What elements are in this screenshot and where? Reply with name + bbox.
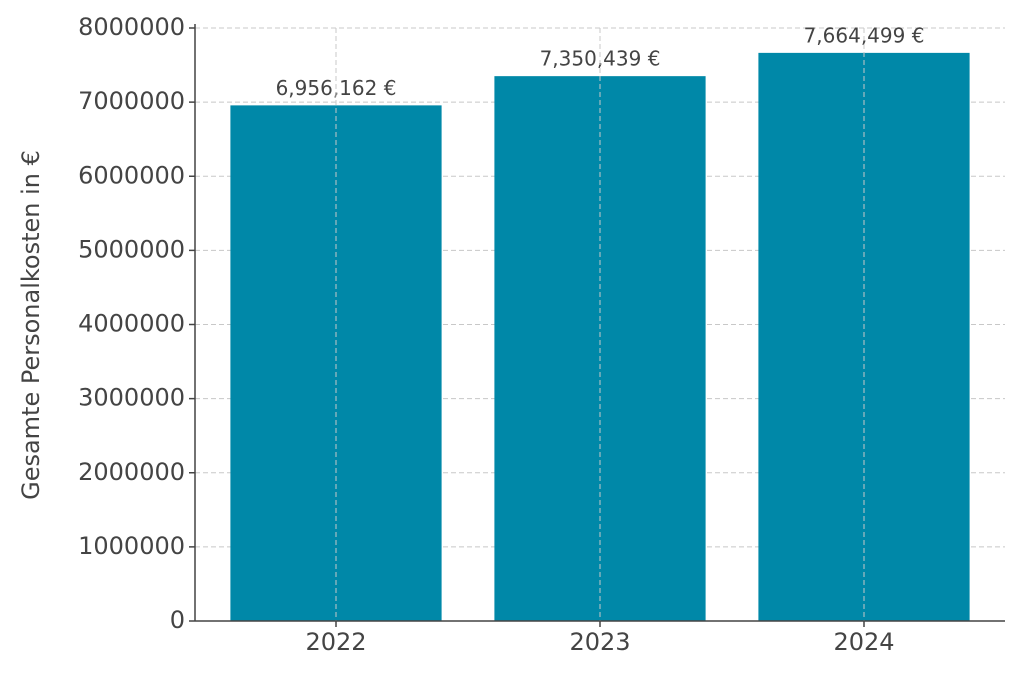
y-tick-label: 6000000 bbox=[78, 161, 185, 189]
y-tick-label: 5000000 bbox=[78, 235, 185, 263]
y-tick-label: 7000000 bbox=[78, 87, 185, 115]
y-tick-label: 0 bbox=[170, 606, 185, 634]
y-tick-label: 2000000 bbox=[78, 458, 185, 486]
y-axis-label: Gesamte Personalkosten in € bbox=[17, 150, 45, 500]
value-label: 7,350,439 € bbox=[540, 47, 661, 71]
y-tick-label: 3000000 bbox=[78, 384, 185, 412]
x-tick-label: 2022 bbox=[305, 628, 366, 656]
y-tick-label: 4000000 bbox=[78, 310, 185, 338]
y-tick-label: 8000000 bbox=[78, 13, 185, 41]
y-tick-label: 1000000 bbox=[78, 532, 185, 560]
x-tick-label: 2024 bbox=[833, 628, 894, 656]
value-label: 7,664,499 € bbox=[804, 23, 925, 47]
x-tick-label: 2023 bbox=[569, 628, 630, 656]
